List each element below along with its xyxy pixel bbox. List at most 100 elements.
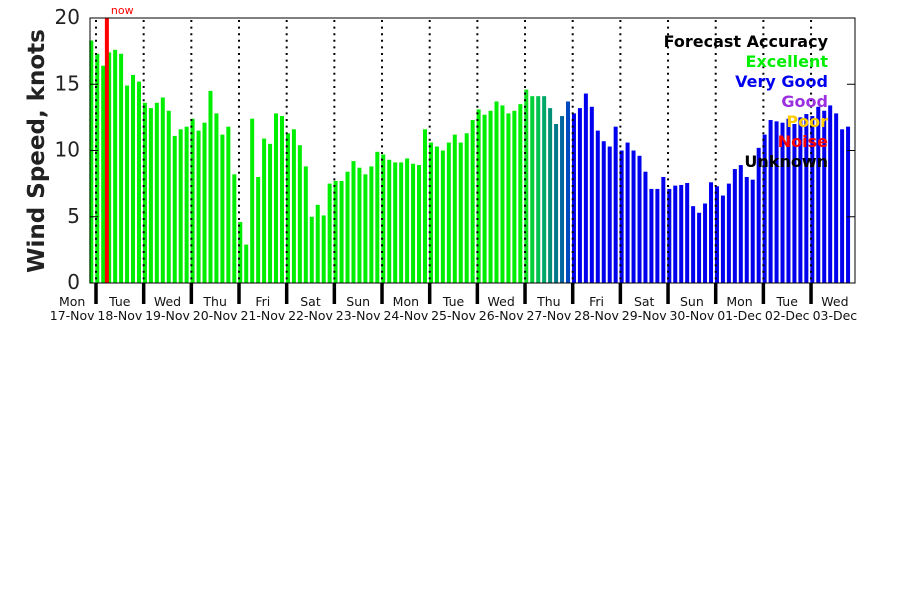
bar [446, 142, 451, 283]
bar [703, 203, 708, 283]
bar [172, 135, 177, 283]
bar [589, 106, 594, 284]
bar [762, 134, 767, 283]
legend-item-unknown: Unknown [744, 152, 828, 171]
bar [542, 96, 547, 283]
bar [679, 184, 684, 283]
now-marker-line [104, 18, 109, 283]
legend-item-poor: Poor [786, 112, 828, 131]
bar [661, 177, 666, 283]
bar [816, 106, 821, 284]
bar [214, 113, 219, 284]
bar [375, 151, 380, 283]
x-tick-label-date: 01-Dec [717, 308, 762, 323]
bar [834, 113, 839, 284]
x-tick-label-day: Wed [821, 294, 848, 309]
bar [387, 159, 392, 283]
bar [822, 110, 827, 283]
bar [136, 81, 141, 283]
bar [691, 206, 696, 283]
bar [571, 113, 576, 284]
x-tick-label-date: 02-Dec [765, 308, 810, 323]
now-marker-label: now [111, 4, 134, 17]
x-tick-label-date: 21-Nov [240, 308, 285, 323]
bar [524, 89, 529, 283]
bar [339, 180, 344, 283]
legend-item-excellent: Excellent [746, 52, 829, 71]
x-tick-label-date: 03-Dec [813, 308, 858, 323]
bar [208, 90, 213, 283]
bar [732, 169, 737, 283]
bar [798, 117, 803, 283]
bar [238, 222, 243, 283]
bar [190, 118, 195, 283]
bar [714, 186, 719, 283]
x-tick-label-date: 23-Nov [336, 308, 381, 323]
bar [184, 126, 189, 284]
bar [804, 114, 809, 283]
bar [440, 150, 445, 283]
bar [530, 96, 535, 283]
bar [470, 120, 475, 284]
bar [720, 195, 725, 283]
y-axis-label: Wind Speed, knots [24, 29, 50, 273]
bar [619, 150, 624, 283]
bar [303, 166, 308, 283]
bar [780, 122, 785, 283]
bar [709, 182, 714, 283]
x-tick-label-date: 22-Nov [288, 308, 333, 323]
y-tick-label: 15 [55, 71, 80, 95]
bar [232, 174, 237, 283]
bar [726, 183, 731, 283]
bar [285, 133, 290, 283]
bar [744, 177, 749, 283]
x-tick-label-day: Tue [442, 294, 465, 309]
bar [101, 65, 106, 283]
x-tick-label-day: Wed [488, 294, 515, 309]
bar [166, 110, 171, 283]
x-tick-label-date: 25-Nov [431, 308, 476, 323]
day-grid [95, 20, 813, 283]
bar [512, 110, 517, 283]
bar [828, 105, 833, 283]
bar [536, 96, 541, 283]
bar [268, 143, 273, 283]
bar [494, 101, 499, 283]
bar [411, 163, 416, 283]
bar [458, 142, 463, 283]
x-tick-label-day: Fri [255, 294, 270, 309]
legend-title: Forecast Accuracy [664, 32, 829, 51]
bar [142, 102, 147, 283]
bar [840, 129, 845, 283]
bar [250, 118, 255, 283]
bar [357, 167, 362, 283]
x-tick-label-date: 30-Nov [669, 308, 714, 323]
bar [738, 165, 743, 283]
x-tick-label-date: 19-Nov [145, 308, 190, 323]
bar [369, 166, 374, 283]
legend-item-noise: Noise [778, 132, 828, 151]
y-axis: 0 5 10 15 20 [55, 5, 855, 294]
bar [196, 130, 201, 283]
x-tick-label-date: 24-Nov [383, 308, 428, 323]
bar [518, 104, 523, 283]
bar [506, 113, 511, 284]
legend-item-good: Good [781, 92, 828, 111]
bar [274, 113, 279, 284]
bar [750, 179, 755, 283]
x-tick-label-day: Thu [536, 294, 560, 309]
bar [131, 74, 136, 283]
bar [226, 126, 231, 284]
bar [256, 177, 261, 283]
bar [291, 129, 296, 283]
x-tick-label-day: Sun [346, 294, 370, 309]
bar [697, 212, 702, 283]
bar [786, 118, 791, 283]
bar [482, 114, 487, 283]
bar [560, 116, 565, 283]
x-tick-label-date: 20-Nov [193, 308, 238, 323]
bar [297, 145, 302, 283]
x-tick-label-day: Sun [680, 294, 704, 309]
